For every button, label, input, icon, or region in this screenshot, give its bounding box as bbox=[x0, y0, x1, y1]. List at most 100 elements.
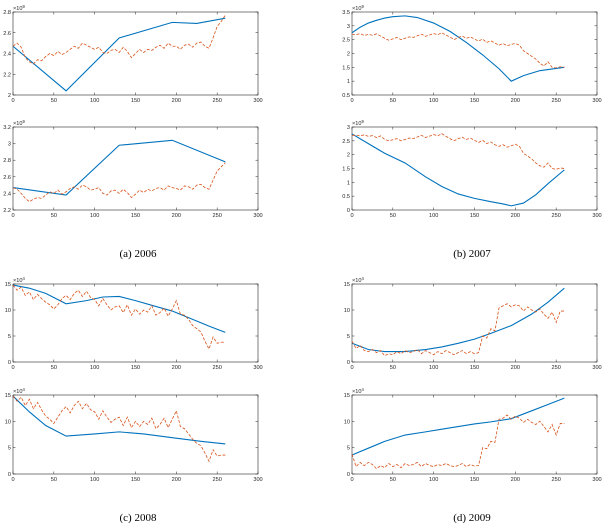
x-tick-label: 50 bbox=[390, 477, 396, 483]
x-tick-label: 100 bbox=[90, 365, 99, 371]
chart-panel-a-bottom: 0 50 100 150 200 250 300 2.2 2.4 2.6 2.8 3 3.2×109 bbox=[3, 119, 262, 219]
y-tick-label: 0.5 bbox=[342, 93, 350, 99]
x-tick-label: 300 bbox=[592, 98, 601, 104]
x-tick-label: 150 bbox=[131, 365, 140, 371]
x-tick-label: 250 bbox=[212, 477, 221, 483]
x-tick-label: 300 bbox=[253, 213, 262, 219]
y-tick-label: 2.6 bbox=[3, 31, 11, 37]
x-tick-label: 0 bbox=[11, 98, 14, 104]
y-exponent-label: ×109 bbox=[13, 4, 26, 12]
y-tick-label: 2 bbox=[8, 93, 11, 99]
series-solid-line bbox=[351, 397, 565, 456]
x-tick-label: 200 bbox=[511, 365, 520, 371]
x-tick-label: 50 bbox=[390, 98, 396, 104]
x-tick-label: 0 bbox=[350, 365, 353, 371]
x-tick-label: 300 bbox=[592, 365, 601, 371]
plot-area bbox=[12, 394, 259, 475]
x-tick-label: 100 bbox=[90, 98, 99, 104]
y-tick-label: 2.2 bbox=[3, 72, 11, 78]
y-exponent-label: ×104 bbox=[352, 276, 365, 284]
x-tick-label: 150 bbox=[131, 213, 140, 219]
x-tick-label: 0 bbox=[350, 98, 353, 104]
y-tick-label: 2.6 bbox=[3, 175, 11, 181]
x-tick-label: 250 bbox=[212, 365, 221, 371]
y-exponent-label: ×109 bbox=[352, 4, 365, 12]
series-solid-line bbox=[12, 284, 226, 333]
y-exponent-label: ×109 bbox=[352, 119, 365, 127]
y-exponent-label: ×104 bbox=[13, 387, 26, 395]
x-tick-label: 0 bbox=[11, 365, 14, 371]
caption-b: (b) 2007 bbox=[453, 248, 491, 260]
y-tick-label: 15 bbox=[344, 282, 350, 288]
y-tick-label: 0 bbox=[347, 208, 350, 214]
x-tick-label: 100 bbox=[90, 213, 99, 219]
y-tick-label: 3.5 bbox=[342, 10, 350, 16]
caption-a: (a) 2006 bbox=[120, 248, 157, 260]
y-tick-label: 3.2 bbox=[3, 125, 11, 131]
y-tick-label: 1 bbox=[347, 79, 350, 85]
y-tick-label: 1.5 bbox=[342, 65, 350, 71]
chart-panel-a-top: 0 50 100 150 200 250 300 2 2.2 2.4 2.6 2.8×109 bbox=[3, 4, 262, 104]
x-tick-label: 0 bbox=[350, 477, 353, 483]
series-solid-line bbox=[351, 133, 565, 207]
x-tick-label: 200 bbox=[172, 365, 181, 371]
chart-panel-b-bottom: 0 50 100 150 200 250 300 0 0.5 1 1.5 2 2.5 3×109 bbox=[342, 119, 601, 219]
chart-panel-d-top: 0 50 100 150 200 250 300 0 5 10 15×104 bbox=[344, 276, 602, 371]
y-tick-label: 2.2 bbox=[3, 208, 11, 214]
y-tick-label: 3 bbox=[347, 24, 350, 30]
x-tick-label: 300 bbox=[592, 477, 601, 483]
y-tick-label: 0 bbox=[347, 472, 350, 478]
x-tick-label: 0 bbox=[11, 213, 14, 219]
y-tick-label: 2.4 bbox=[3, 191, 11, 197]
series-dashed-line bbox=[351, 32, 565, 69]
series-dashed-line bbox=[12, 284, 226, 351]
series-solid-line bbox=[12, 395, 226, 445]
x-tick-label: 300 bbox=[253, 477, 262, 483]
caption-c: (c) 2008 bbox=[120, 512, 157, 523]
x-tick-label: 0 bbox=[350, 213, 353, 219]
y-tick-label: 2.5 bbox=[342, 38, 350, 44]
y-tick-label: 2 bbox=[347, 153, 350, 159]
x-tick-label: 200 bbox=[172, 213, 181, 219]
y-exponent-label: ×109 bbox=[13, 119, 26, 127]
x-tick-label: 200 bbox=[511, 98, 520, 104]
x-tick-label: 200 bbox=[172, 98, 181, 104]
plot-area bbox=[351, 126, 598, 211]
x-tick-label: 50 bbox=[390, 365, 396, 371]
x-tick-label: 200 bbox=[511, 213, 520, 219]
x-tick-label: 150 bbox=[470, 365, 479, 371]
chart-panel-d-bottom: 0 50 100 150 200 250 300 0 5 10 15×104 bbox=[344, 387, 602, 483]
chart-panel-c-bottom: 0 50 100 150 200 250 300 0 5 10 15×104 bbox=[5, 387, 263, 483]
y-tick-label: 2 bbox=[347, 52, 350, 58]
y-tick-label: 3 bbox=[347, 125, 350, 131]
x-tick-label: 100 bbox=[90, 477, 99, 483]
x-tick-label: 150 bbox=[131, 98, 140, 104]
x-tick-label: 50 bbox=[51, 98, 57, 104]
y-tick-label: 5 bbox=[8, 334, 11, 340]
y-tick-label: 0.5 bbox=[342, 194, 350, 200]
y-tick-label: 0 bbox=[8, 360, 11, 366]
y-tick-label: 15 bbox=[5, 393, 11, 399]
series-solid-line bbox=[12, 17, 226, 92]
series-dashed-line bbox=[12, 162, 226, 203]
y-tick-label: 10 bbox=[344, 419, 350, 425]
series-dashed-line bbox=[351, 414, 565, 470]
series-dashed-line bbox=[12, 395, 226, 463]
plot-area bbox=[351, 394, 598, 475]
series-dashed-line bbox=[351, 303, 565, 357]
x-tick-label: 250 bbox=[551, 213, 560, 219]
y-tick-label: 5 bbox=[347, 334, 350, 340]
x-tick-label: 300 bbox=[592, 213, 601, 219]
y-tick-label: 2.5 bbox=[342, 139, 350, 145]
x-tick-label: 150 bbox=[131, 477, 140, 483]
x-tick-label: 50 bbox=[51, 477, 57, 483]
x-tick-label: 100 bbox=[429, 213, 438, 219]
x-tick-label: 150 bbox=[470, 477, 479, 483]
x-tick-label: 300 bbox=[253, 365, 262, 371]
x-tick-label: 200 bbox=[511, 477, 520, 483]
x-tick-label: 100 bbox=[429, 365, 438, 371]
y-tick-label: 10 bbox=[5, 308, 11, 314]
y-tick-label: 2.8 bbox=[3, 158, 11, 164]
x-tick-label: 100 bbox=[429, 98, 438, 104]
